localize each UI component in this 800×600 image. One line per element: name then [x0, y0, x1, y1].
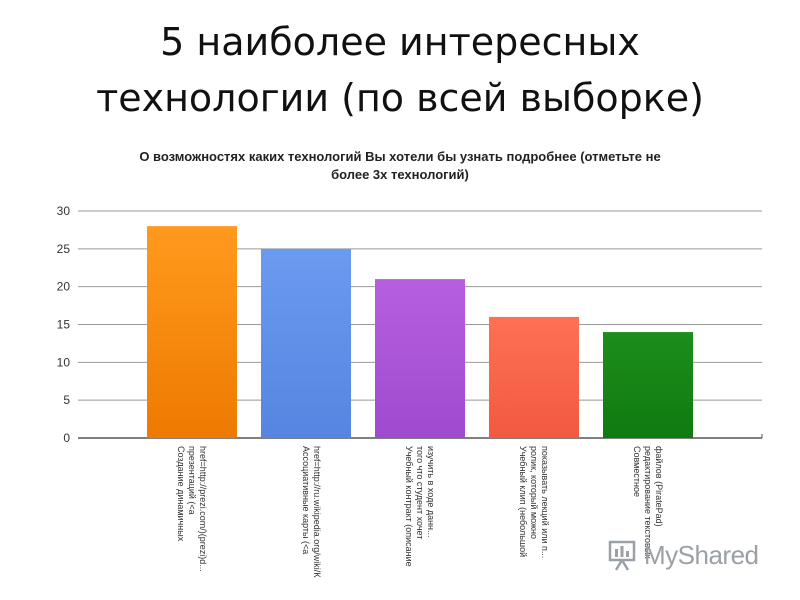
chart-title: О возможностях каких технологий Вы хотел… — [139, 149, 660, 182]
y-tick-label: 15 — [57, 318, 71, 332]
watermark: MyShared — [608, 530, 788, 580]
x-category-label: показывать лекций или п... — [540, 446, 550, 558]
x-category-label: Создание динамичных — [176, 446, 186, 542]
y-tick-label: 20 — [57, 280, 71, 294]
x-category-label: презентаций (<a — [187, 446, 197, 515]
y-tick-label: 30 — [57, 204, 71, 218]
x-category-label: Учебный клип (небольшой — [518, 446, 528, 557]
x-category-label: Учебный контракт (описание — [404, 446, 414, 567]
bar-2 — [261, 248, 351, 438]
bar-1 — [147, 226, 237, 438]
bar-3 — [375, 279, 465, 438]
chart-y-axis: 0 5 10 15 20 25 30 — [57, 204, 71, 445]
bar-4 — [489, 316, 579, 438]
y-tick-label: 25 — [57, 242, 71, 256]
y-tick-label: 10 — [57, 355, 71, 369]
x-category-label: Совместное — [632, 446, 642, 497]
y-tick-label: 5 — [63, 393, 70, 407]
x-category-label: файлов (PiratePad) — [654, 446, 664, 527]
y-tick-label: 0 — [63, 431, 70, 445]
x-category-label: href=http://prezi.com/)(prezi)d... — [198, 446, 208, 572]
watermark-text: MyShared — [644, 539, 759, 570]
chart-bars — [147, 226, 693, 438]
x-category-label: ролик, который можно — [529, 446, 539, 539]
slide-title-line-2: технологии (по всей выборке) — [96, 76, 704, 120]
x-category-label: того что студент хочет — [415, 446, 425, 539]
x-category-label: изучить в ходе данн... — [426, 446, 436, 538]
x-category-label: Ассоциативные карты (<a — [301, 446, 311, 554]
chart-title-line-1: О возможностях каких технологий Вы хотел… — [139, 149, 660, 164]
x-category-label: href=http://ru.wikipedia.org/wiki/К — [312, 446, 322, 578]
bar-5 — [603, 332, 693, 438]
slide-title-line-1: 5 наиболее интересных — [160, 20, 640, 64]
slide-title: 5 наиболее интересных технологии (по все… — [0, 14, 800, 126]
x-category-label: редактирование текстовых — [643, 446, 653, 559]
chart-title-line-2: более 3х технологий) — [331, 167, 469, 182]
myshared-logo-icon — [608, 540, 636, 571]
chart-x-axis: Создание динамичных презентаций (<a href=h… — [176, 446, 664, 578]
